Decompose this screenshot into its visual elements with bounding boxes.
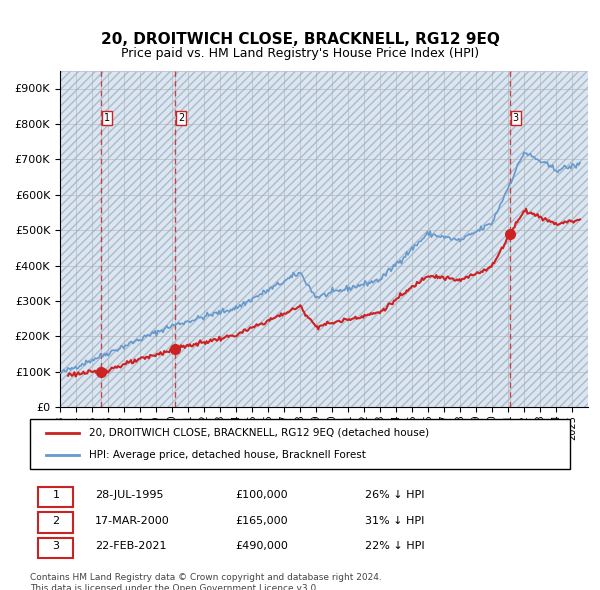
Text: £165,000: £165,000 [235, 516, 288, 526]
Text: 1: 1 [52, 490, 59, 500]
FancyBboxPatch shape [38, 487, 73, 507]
Text: 20, DROITWICH CLOSE, BRACKNELL, RG12 9EQ (detached house): 20, DROITWICH CLOSE, BRACKNELL, RG12 9EQ… [89, 428, 430, 438]
Text: HPI: Average price, detached house, Bracknell Forest: HPI: Average price, detached house, Brac… [89, 450, 366, 460]
Text: £490,000: £490,000 [235, 541, 288, 551]
Text: 22% ↓ HPI: 22% ↓ HPI [365, 541, 424, 551]
Text: 17-MAR-2000: 17-MAR-2000 [95, 516, 170, 526]
Text: 1: 1 [104, 113, 110, 123]
FancyBboxPatch shape [38, 513, 73, 533]
Bar [175, 71, 510, 407]
Text: 3: 3 [512, 113, 519, 123]
Text: 22-FEB-2021: 22-FEB-2021 [95, 541, 166, 551]
FancyBboxPatch shape [38, 538, 73, 558]
Text: 20, DROITWICH CLOSE, BRACKNELL, RG12 9EQ: 20, DROITWICH CLOSE, BRACKNELL, RG12 9EQ [101, 32, 499, 47]
Bar [60, 71, 101, 407]
Text: Price paid vs. HM Land Registry's House Price Index (HPI): Price paid vs. HM Land Registry's House … [121, 47, 479, 60]
Text: Contains HM Land Registry data © Crown copyright and database right 2024.
This d: Contains HM Land Registry data © Crown c… [30, 573, 382, 590]
FancyBboxPatch shape [30, 419, 570, 469]
Text: £100,000: £100,000 [235, 490, 288, 500]
Bar [510, 71, 588, 407]
Bar [101, 71, 175, 407]
Text: 31% ↓ HPI: 31% ↓ HPI [365, 516, 424, 526]
Text: 28-JUL-1995: 28-JUL-1995 [95, 490, 163, 500]
Text: 2: 2 [178, 113, 184, 123]
Text: 3: 3 [52, 541, 59, 551]
Text: 26% ↓ HPI: 26% ↓ HPI [365, 490, 424, 500]
Text: 2: 2 [52, 516, 59, 526]
